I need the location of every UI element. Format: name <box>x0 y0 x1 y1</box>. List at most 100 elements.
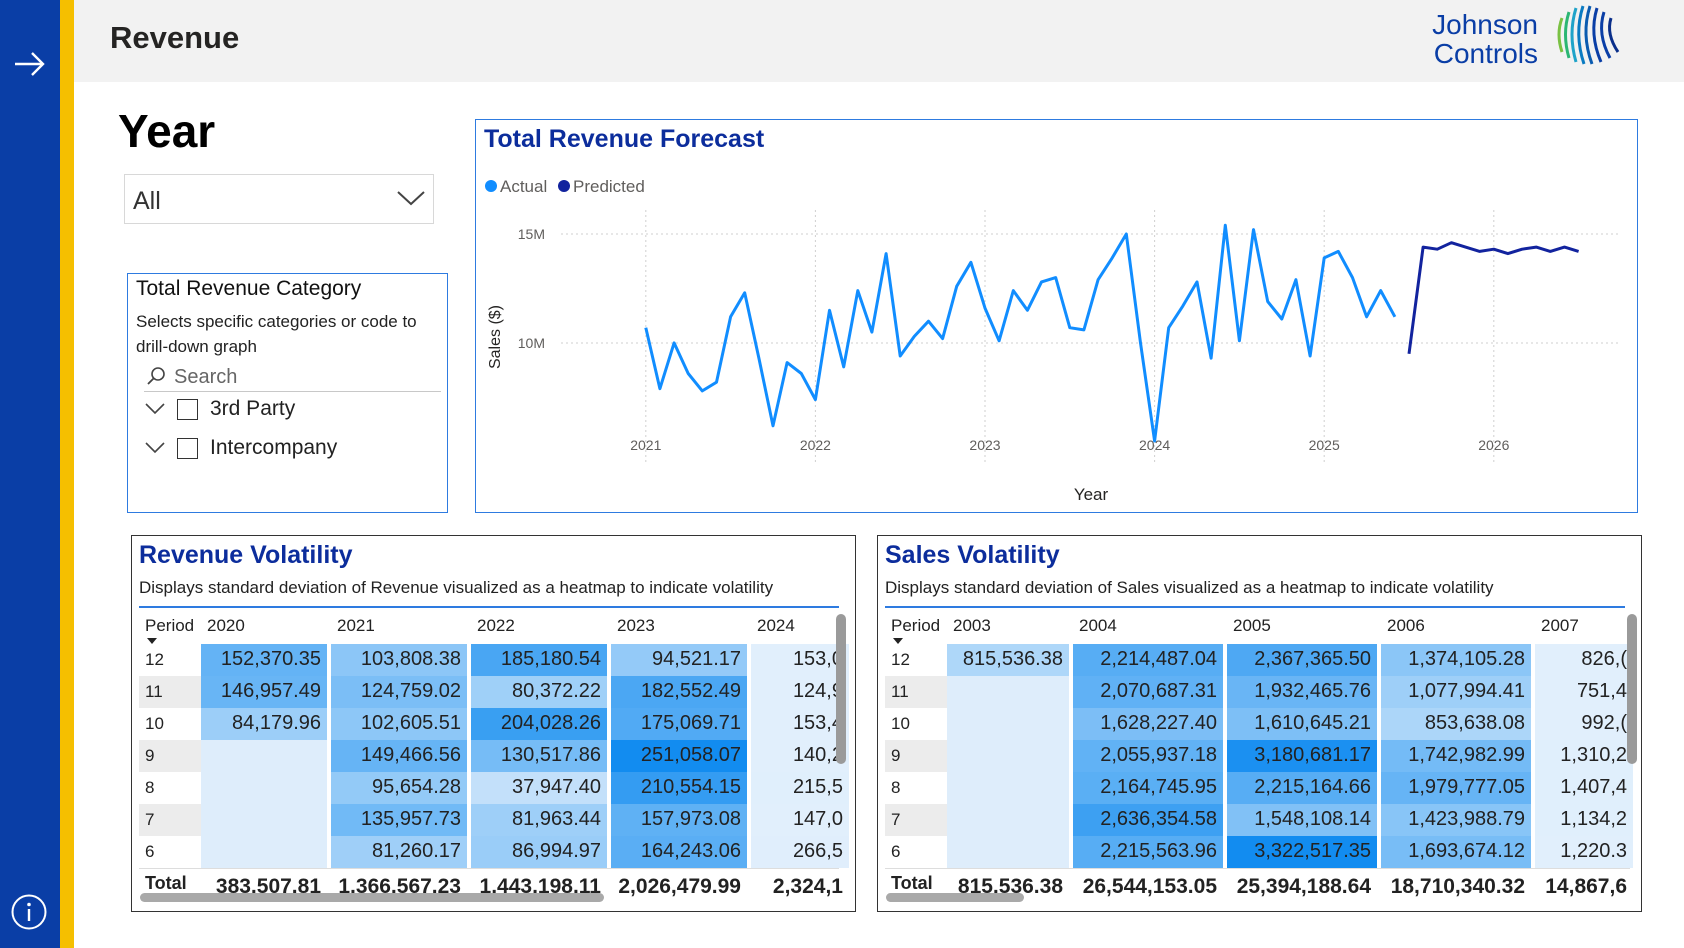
column-header-2005[interactable]: 2005 <box>1227 608 1379 644</box>
table-cell: 204,028.26 <box>471 708 607 740</box>
total-label: Total <box>891 873 933 893</box>
column-header-2024[interactable]: 2024 <box>751 608 851 644</box>
column-header-2004[interactable]: 2004 <box>1073 608 1225 644</box>
row-period: 11 <box>139 676 201 708</box>
table-cell: 751,4 <box>1535 676 1633 708</box>
column-header-2007[interactable]: 2007 <box>1535 608 1635 644</box>
total-cell: 2,324,1 <box>751 871 849 903</box>
column-header-2021[interactable]: 2021 <box>331 608 469 644</box>
table-cell: 2,164,745.95 <box>1073 772 1223 804</box>
table-cell <box>947 772 1069 804</box>
table-cell: 215,5 <box>751 772 849 804</box>
table-cell: 146,957.49 <box>201 676 327 708</box>
horizontal-scrollbar[interactable] <box>886 893 1024 902</box>
arrow-right-icon[interactable] <box>12 46 48 82</box>
table-cell: 2,215,563.96 <box>1073 836 1223 868</box>
chevron-down-icon[interactable] <box>144 440 166 456</box>
column-header-label: Period <box>891 616 941 635</box>
table-cell: 86,994.97 <box>471 836 607 868</box>
chevron-down-icon[interactable] <box>144 401 166 417</box>
table-cell: 95,654.28 <box>331 772 467 804</box>
chevron-down-icon <box>397 191 425 206</box>
logo-waves-icon <box>1557 5 1620 65</box>
table-header-row: Period 2020 2021 2022 2023 2024 <box>139 608 839 644</box>
category-search-input[interactable] <box>174 364 424 390</box>
table-grid: Period 2003 2004 2005 2006 2007 12 815,536.38 2,… <box>885 608 1633 908</box>
y-tick-label: 15M <box>518 226 545 242</box>
x-tick-label: 2024 <box>1139 437 1170 453</box>
total-cell: 26,544,153.05 <box>1073 871 1223 903</box>
row-period: 9 <box>885 740 947 772</box>
y-tick-label: 10M <box>518 335 545 351</box>
revenue-forecast-chart: Total Revenue Forecast 10M 15M 2021 2022 202… <box>475 119 1638 513</box>
table-cell: 80,372.22 <box>471 676 607 708</box>
logo-line-2: Controls <box>1433 38 1538 69</box>
table-cell: 1,134,2 <box>1535 804 1633 836</box>
column-header-label: 2023 <box>617 616 655 635</box>
vertical-scrollbar[interactable] <box>1627 614 1637 764</box>
column-header-label: 2005 <box>1233 616 1271 635</box>
horizontal-scrollbar[interactable] <box>140 893 604 902</box>
table-divider <box>139 606 839 608</box>
table-cell: 124,9 <box>751 676 849 708</box>
year-dropdown[interactable]: All <box>124 174 434 224</box>
forecast-plot: 10M 15M 2021 2022 2023 2024 2025 2026 Year Sales … <box>485 177 1621 504</box>
column-header-2020[interactable]: 2020 <box>201 608 329 644</box>
table-cell: 1,374,105.28 <box>1381 644 1531 676</box>
table-cell <box>201 804 327 836</box>
legend-marker <box>485 180 497 192</box>
y-axis-label: Sales ($) <box>487 305 504 369</box>
table-row: 8 95,654.28 37,947.40 210,554.15 215,5 <box>139 772 849 804</box>
table-cell: 164,243.06 <box>611 836 747 868</box>
table-cell: 853,638.08 <box>1381 708 1531 740</box>
table-cell: 149,466.56 <box>331 740 467 772</box>
total-cell: 25,394,188.64 <box>1227 871 1377 903</box>
checkbox-3rd-party[interactable] <box>177 399 198 420</box>
table-cell: 1,077,994.41 <box>1381 676 1531 708</box>
table-cell: 135,957.73 <box>331 804 467 836</box>
table-cell: 2,055,937.18 <box>1073 740 1223 772</box>
info-icon[interactable] <box>10 893 48 931</box>
table-cell: 153,4 <box>751 708 849 740</box>
legend-entry: Predicted <box>573 177 645 196</box>
column-header-2023[interactable]: 2023 <box>611 608 749 644</box>
row-period: 11 <box>885 676 947 708</box>
table-cell <box>947 676 1069 708</box>
table-row: 10 1,628,227.40 1,610,645.21 853,638.08 992,… <box>885 708 1633 740</box>
table-row: 10 84,179.96 102,605.51 204,028.26 175,069.7… <box>139 708 849 740</box>
category-item-label: Intercompany <box>210 436 338 459</box>
revenue-volatility-table: Revenue Volatility Displays standard devi… <box>131 535 856 912</box>
column-header-label: 2021 <box>337 616 375 635</box>
table-cell: 2,367,365.50 <box>1227 644 1377 676</box>
table-cell: 266,5 <box>751 836 849 868</box>
row-period: 12 <box>885 644 947 676</box>
search-icon <box>147 367 165 385</box>
column-header-2006[interactable]: 2006 <box>1381 608 1533 644</box>
table-cell: 1,548,108.14 <box>1227 804 1377 836</box>
table-cell <box>201 772 327 804</box>
table-cell: 1,693,674.12 <box>1381 836 1531 868</box>
column-header-2003[interactable]: 2003 <box>947 608 1071 644</box>
row-period: 8 <box>139 772 201 804</box>
total-cell: 2,026,479.99 <box>611 871 747 903</box>
category-item-intercompany[interactable]: Intercompany <box>144 434 434 466</box>
table-cell: 182,552.49 <box>611 676 747 708</box>
table-row: 9 149,466.56 130,517.86 251,058.07 140,2 <box>139 740 849 772</box>
table-cell: 153,0 <box>751 644 849 676</box>
x-axis-label: Year <box>1074 485 1109 504</box>
total-cell: 18,710,340.32 <box>1381 871 1531 903</box>
table-cell: 103,808.38 <box>331 644 467 676</box>
x-tick-label: 2023 <box>969 437 1000 453</box>
table-description: Displays standard deviation of Sales vis… <box>885 578 1494 597</box>
table-row: 8 2,164,745.95 2,215,164.66 1,979,777.05 1,4… <box>885 772 1633 804</box>
table-cell: 81,260.17 <box>331 836 467 868</box>
column-header-2022[interactable]: 2022 <box>471 608 609 644</box>
row-period: 7 <box>885 804 947 836</box>
table-cell: 826,( <box>1535 644 1633 676</box>
category-item-3rd-party[interactable]: 3rd Party <box>144 395 434 427</box>
vertical-scrollbar[interactable] <box>836 614 846 764</box>
checkbox-intercompany[interactable] <box>177 438 198 459</box>
table-cell: 147,0 <box>751 804 849 836</box>
table-cell: 102,605.51 <box>331 708 467 740</box>
